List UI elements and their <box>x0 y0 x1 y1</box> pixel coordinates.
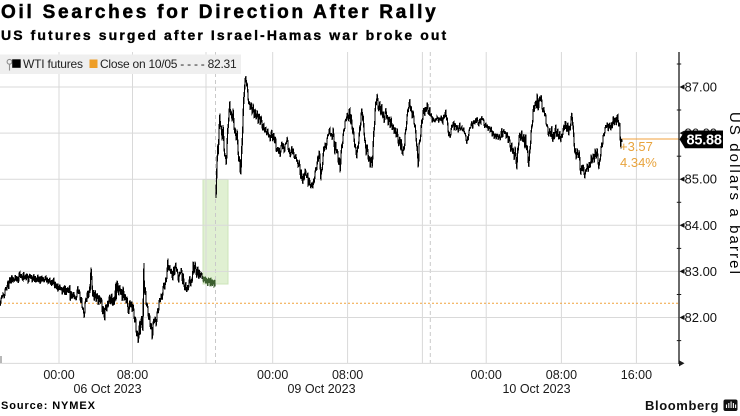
svg-text:08:00: 08:00 <box>117 368 148 382</box>
svg-text:09 Oct 2023: 09 Oct 2023 <box>287 382 355 396</box>
svg-text:00:00: 00:00 <box>43 368 74 382</box>
svg-text:+3.57: +3.57 <box>620 139 653 154</box>
svg-text:82.00: 82.00 <box>685 310 718 325</box>
svg-text:Close on 10/05 - - - - 82.31: Close on 10/05 - - - - 82.31 <box>100 57 237 71</box>
svg-text:WTI futures: WTI futures <box>23 57 83 71</box>
svg-text:08:00: 08:00 <box>546 368 577 382</box>
svg-text:84.00: 84.00 <box>685 218 718 233</box>
svg-text:08:00: 08:00 <box>332 368 363 382</box>
svg-text:4.34%: 4.34% <box>620 155 657 170</box>
svg-text:87.00: 87.00 <box>685 80 718 95</box>
svg-text:10 Oct 2023: 10 Oct 2023 <box>502 382 570 396</box>
svg-text:US dollars a barrel: US dollars a barrel <box>726 112 740 276</box>
svg-text:85.88: 85.88 <box>687 132 722 148</box>
svg-text:85.00: 85.00 <box>685 172 718 187</box>
svg-text:00:00: 00:00 <box>257 368 288 382</box>
svg-text:00:00: 00:00 <box>471 368 502 382</box>
svg-text:06 Oct 2023: 06 Oct 2023 <box>73 382 141 396</box>
svg-text:83.00: 83.00 <box>685 264 718 279</box>
svg-text:16:00: 16:00 <box>621 368 652 382</box>
